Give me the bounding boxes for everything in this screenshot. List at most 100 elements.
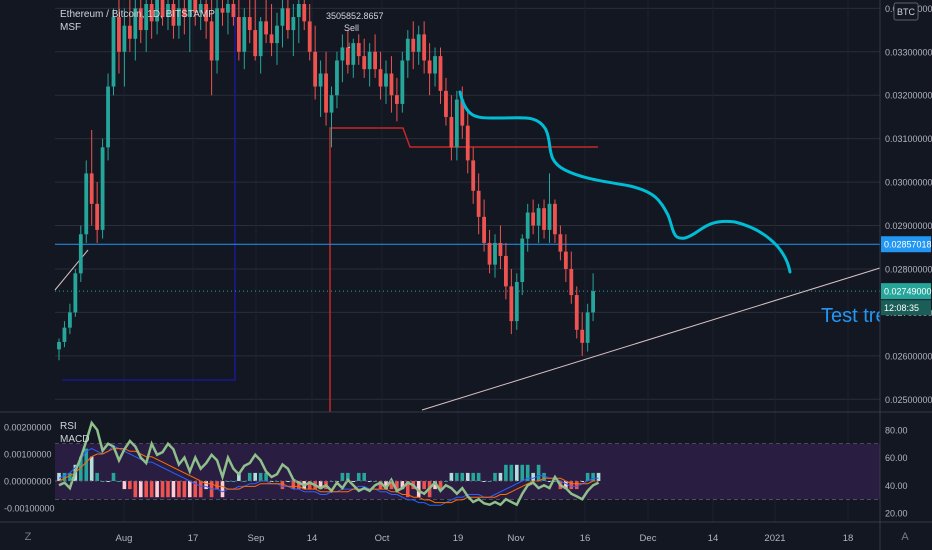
macd-histogram-bar bbox=[585, 472, 590, 481]
macd-histogram-bar bbox=[346, 472, 350, 481]
candle-body bbox=[155, 0, 159, 22]
macd-histogram-bar bbox=[438, 481, 443, 490]
candle-body bbox=[253, 30, 258, 57]
macd-tick-label: 0.00000000 bbox=[4, 477, 52, 487]
macd-histogram-bar bbox=[318, 481, 323, 490]
level-price-label-bg bbox=[881, 236, 931, 253]
macd-histogram-bar bbox=[515, 464, 519, 481]
macd-histogram-bar bbox=[487, 481, 492, 482]
sell-level-line bbox=[329, 127, 598, 412]
candle-body bbox=[558, 234, 563, 252]
candle-body bbox=[367, 51, 372, 70]
candle-body bbox=[509, 286, 514, 322]
time-tick-label: 19 bbox=[453, 533, 464, 544]
macd-histogram-bar bbox=[280, 481, 285, 490]
time-tick-label: 2021 bbox=[764, 533, 785, 544]
test-trend-text: Test tre bbox=[821, 305, 887, 327]
blue-box-drawing bbox=[62, 4, 236, 381]
candle-body bbox=[193, 0, 198, 13]
candle-body bbox=[149, 4, 154, 22]
candle-body bbox=[427, 60, 432, 74]
candle-body bbox=[482, 216, 486, 243]
macd-histogram-bar bbox=[198, 481, 203, 498]
macd-histogram-bar bbox=[133, 481, 138, 498]
candle-body bbox=[258, 21, 263, 57]
candle-body bbox=[340, 47, 345, 61]
macd-histogram-bar bbox=[171, 481, 176, 498]
candle-body bbox=[307, 21, 312, 52]
candle-body bbox=[547, 203, 552, 230]
macd-histogram-bar bbox=[144, 481, 148, 498]
macd-histogram-bar bbox=[160, 481, 165, 498]
macd-histogram-bar bbox=[569, 481, 574, 490]
candle-body bbox=[585, 312, 590, 343]
macd-histogram-bar bbox=[95, 472, 99, 481]
candle-body bbox=[373, 51, 377, 70]
macd-histogram-bar bbox=[400, 481, 405, 490]
candle-body bbox=[574, 295, 579, 330]
macd-histogram-bar bbox=[117, 481, 121, 482]
macd-histogram-bar bbox=[378, 481, 383, 490]
currency-badge[interactable] bbox=[893, 2, 919, 21]
macd-histogram-bar bbox=[231, 481, 236, 482]
candle-body bbox=[378, 69, 383, 87]
macd-histogram-bar bbox=[498, 472, 503, 481]
candle-body bbox=[444, 90, 448, 117]
macd-histogram-bar bbox=[564, 481, 568, 490]
candle-body bbox=[514, 282, 519, 322]
rsi-line bbox=[58, 420, 600, 507]
candle-body bbox=[122, 25, 127, 52]
axis-labels: 0.034000000.033000000.032000000.03100000… bbox=[4, 4, 932, 544]
candle-body bbox=[264, 21, 268, 35]
candle-body bbox=[525, 212, 530, 239]
macd-histogram-bar bbox=[253, 472, 257, 481]
macd-histogram-bar bbox=[525, 464, 530, 481]
countdown-label: 12:08:35 bbox=[884, 303, 919, 313]
candle-body bbox=[236, 17, 241, 52]
macd-histogram-bar bbox=[138, 481, 143, 498]
candle-body bbox=[520, 238, 525, 283]
candle-body bbox=[569, 268, 574, 296]
macd-histogram-bar bbox=[482, 481, 486, 482]
auto-scale-icon[interactable]: A bbox=[901, 531, 909, 543]
macd-histogram-bar bbox=[57, 472, 61, 481]
candle-body bbox=[335, 60, 339, 96]
countdown-bg bbox=[881, 300, 931, 316]
macd-histogram-bar bbox=[106, 481, 110, 482]
zoom-z-icon[interactable]: Z bbox=[25, 531, 32, 543]
candle-body bbox=[95, 203, 100, 230]
macd-histogram-bar bbox=[297, 481, 301, 490]
macd-histogram-bar bbox=[493, 472, 497, 481]
macd-tick-label: 0.00200000 bbox=[4, 423, 52, 433]
candle-body bbox=[345, 47, 350, 65]
trend-line bbox=[421, 267, 881, 411]
time-tick-label: 14 bbox=[708, 533, 719, 544]
macd-histogram-bar bbox=[465, 472, 470, 481]
candle-body bbox=[318, 73, 323, 87]
candle-body bbox=[498, 242, 503, 256]
rsi-label: RSI bbox=[60, 421, 77, 432]
macd-tick-label: 0.00100000 bbox=[4, 450, 52, 460]
macd-histogram-bar bbox=[247, 472, 252, 481]
macd-histogram-bar bbox=[574, 481, 579, 490]
macd-histogram-bar bbox=[84, 448, 89, 481]
drawings-layer bbox=[54, 4, 881, 412]
price-axis[interactable] bbox=[880, 0, 932, 550]
candle-body bbox=[384, 73, 388, 87]
candle-body bbox=[100, 147, 105, 230]
candle-body bbox=[166, 4, 170, 18]
macd-histogram-bar bbox=[362, 472, 366, 481]
candle-body bbox=[133, 8, 138, 39]
macd-histogram-bar bbox=[193, 481, 198, 498]
macd-histogram-bar bbox=[455, 472, 459, 481]
current-price-label: 0.02749000 bbox=[884, 287, 932, 297]
candle-body bbox=[416, 34, 421, 52]
macd-histogram-bar bbox=[68, 472, 72, 481]
candle-body bbox=[247, 17, 252, 31]
candle-body bbox=[198, 4, 203, 13]
candle-body bbox=[204, 4, 209, 22]
candle-body bbox=[493, 242, 497, 265]
candle-body bbox=[127, 25, 132, 39]
macd-histogram-bar bbox=[471, 472, 475, 481]
